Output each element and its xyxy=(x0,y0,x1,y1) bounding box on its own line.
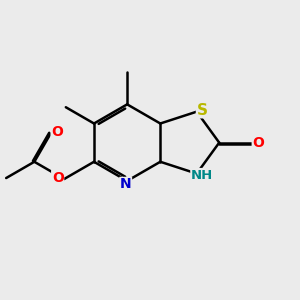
Text: O: O xyxy=(252,136,264,150)
Text: N: N xyxy=(120,177,131,191)
Text: S: S xyxy=(196,103,208,118)
Text: O: O xyxy=(52,170,64,184)
Text: O: O xyxy=(51,125,63,139)
Text: NH: NH xyxy=(191,169,213,182)
